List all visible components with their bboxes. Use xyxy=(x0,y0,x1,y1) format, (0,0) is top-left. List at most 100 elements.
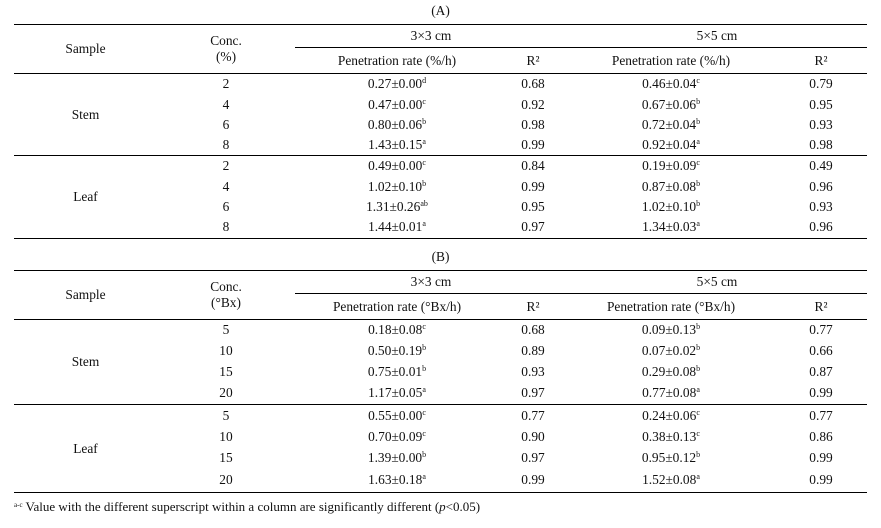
cell-rate: 1.17±0.05a xyxy=(368,385,426,401)
cell-rate: 1.02±0.10b xyxy=(367,178,427,194)
cell-conc: 2 xyxy=(157,73,295,95)
cell-rate: 0.80±0.06b xyxy=(367,116,427,132)
cell-r2: 0.77 xyxy=(499,404,567,427)
cell-r2: 0.68 xyxy=(499,73,567,95)
cell-conc: 15 xyxy=(219,450,233,465)
cell-rate: 0.95±0.12b xyxy=(641,450,701,465)
cell-conc: 5 xyxy=(157,319,295,341)
cell-r2: 0.68 xyxy=(499,319,567,341)
cell-rate: 0.38±0.13c xyxy=(642,429,700,444)
cell-rate: 0.47±0.00c xyxy=(368,96,426,112)
cell-conc: 15 xyxy=(219,364,233,379)
sample-leaf: Leaf xyxy=(14,155,157,239)
header-group-3x3: 3×3 cm xyxy=(295,24,567,48)
header-conc: Conc. (%) xyxy=(157,24,295,74)
table-b: Sample Conc. (°Bx) 3×3 cm 5×5 cm Penetra… xyxy=(14,270,867,493)
header-conc: Conc. (°Bx) xyxy=(157,270,295,320)
cell-r2: 0.96 xyxy=(775,216,867,239)
cell-rate: 1.39±0.00b xyxy=(367,450,427,465)
cell-conc: 2 xyxy=(157,155,295,177)
cell-r2: 0.79 xyxy=(775,73,867,95)
sample-stem: Stem xyxy=(14,319,157,405)
header-r2-5x5: R² xyxy=(814,52,828,68)
cell-r2: 0.77 xyxy=(775,319,867,341)
cell-rate: 0.75±0.01b xyxy=(367,364,427,379)
cell-r2: 0.84 xyxy=(499,155,567,177)
table-row: 6 0.80±0.06b 0.98 0.72±0.04b 0.93 xyxy=(14,115,867,135)
table-row: 10 0.70±0.09c 0.90 0.38±0.13c 0.86 xyxy=(14,427,867,448)
panel-b-label: (B) xyxy=(431,249,450,264)
table-row: 8 1.44±0.01a 0.97 1.34±0.03a 0.96 xyxy=(14,216,867,239)
sample-stem: Stem xyxy=(14,73,157,156)
table-row: 15 1.39±0.00b 0.97 0.95±0.12b 0.99 xyxy=(14,448,867,469)
cell-rate: 0.07±0.02b xyxy=(641,343,701,358)
cell-rate: 0.18±0.08c xyxy=(295,319,499,341)
cell-r2: 0.99 xyxy=(775,468,867,493)
cell-r2: 0.97 xyxy=(521,450,545,465)
table-row: 15 0.75±0.01b 0.93 0.29±0.08b 0.87 xyxy=(14,362,867,383)
cell-r2: 0.98 xyxy=(521,116,545,132)
header-rate-3x3: Penetration rate (%/h) xyxy=(337,52,457,68)
cell-rate: 0.29±0.08b xyxy=(641,364,701,379)
table-row: 10 0.50±0.19b 0.89 0.07±0.02b 0.66 xyxy=(14,341,867,362)
cell-r2: 0.99 xyxy=(521,136,545,152)
table-row: 8 1.43±0.15a 0.99 0.92±0.04a 0.98 xyxy=(14,135,867,156)
cell-conc: 20 xyxy=(157,468,295,493)
cell-r2: 0.98 xyxy=(809,136,833,152)
cell-rate: 0.67±0.06b xyxy=(641,96,701,112)
table-row: Stem 5 0.18±0.08c 0.68 0.09±0.13b 0.77 xyxy=(14,319,867,405)
cell-rate: 1.31±0.26ab xyxy=(366,198,428,214)
header-group-5x5: 5×5 cm xyxy=(567,24,867,48)
cell-r2: 0.86 xyxy=(809,429,833,444)
cell-rate: 0.46±0.04c xyxy=(567,73,775,95)
panel-a-label: (A) xyxy=(431,3,450,18)
header-r2-3x3: R² xyxy=(526,52,540,68)
table-a: Sample Conc. (%) 3×3 cm 5×5 cm Penetrati… xyxy=(14,24,867,239)
cell-r2: 0.95 xyxy=(521,198,545,214)
cell-conc: 10 xyxy=(219,429,233,444)
cell-rate: 1.52±0.08a xyxy=(567,468,775,493)
cell-r2: 0.99 xyxy=(809,450,833,465)
header-r2-5x5: R² xyxy=(814,298,828,314)
cell-conc: 6 xyxy=(222,198,230,214)
cell-rate: 0.49±0.00c xyxy=(295,155,499,177)
cell-conc: 4 xyxy=(222,178,230,194)
cell-r2: 0.96 xyxy=(809,178,833,194)
cell-r2: 0.99 xyxy=(499,468,567,493)
cell-rate: 0.27±0.00d xyxy=(295,73,499,95)
cell-r2: 0.89 xyxy=(521,343,545,358)
cell-r2: 0.66 xyxy=(809,343,833,358)
cell-rate: 1.44±0.01a xyxy=(295,216,499,239)
cell-rate: 0.19±0.09c xyxy=(567,155,775,177)
cell-conc: 8 xyxy=(222,136,230,152)
cell-r2: 0.77 xyxy=(775,404,867,427)
cell-rate: 0.92±0.04a xyxy=(642,136,700,152)
cell-r2: 0.97 xyxy=(499,216,567,239)
footnote: a-c Value with the different superscript… xyxy=(14,499,481,514)
cell-conc: 10 xyxy=(219,343,233,358)
cell-rate: 0.87±0.08b xyxy=(641,178,701,194)
cell-rate: 0.24±0.06c xyxy=(567,404,775,427)
cell-rate: 0.50±0.19b xyxy=(367,343,427,358)
header-group-3x3: 3×3 cm xyxy=(295,270,567,294)
cell-conc: 8 xyxy=(157,216,295,239)
cell-conc: 20 xyxy=(219,385,233,401)
table-row: Leaf 5 0.55±0.00c 0.77 0.24±0.06c 0.77 xyxy=(14,404,867,493)
table-row: 4 1.02±0.10b 0.99 0.87±0.08b 0.96 xyxy=(14,177,867,197)
cell-r2: 0.95 xyxy=(809,96,833,112)
cell-r2: 0.93 xyxy=(521,364,545,379)
cell-conc: 6 xyxy=(222,116,230,132)
cell-rate: 0.72±0.04b xyxy=(641,116,701,132)
table-row: 20 1.17±0.05a 0.97 0.77±0.08a 0.99 xyxy=(14,383,867,405)
header-rate-3x3: Penetration rate (°Bx/h) xyxy=(332,298,462,314)
cell-conc: 4 xyxy=(222,96,230,112)
cell-rate: 0.70±0.09c xyxy=(368,429,426,444)
header-sample: Sample xyxy=(14,270,157,320)
table-row: 20 1.63±0.18a 0.99 1.52±0.08a 0.99 xyxy=(14,468,867,493)
cell-r2: 0.87 xyxy=(809,364,833,379)
table-row: 6 1.31±0.26ab 0.95 1.02±0.10b 0.93 xyxy=(14,197,867,217)
cell-rate: 1.43±0.15a xyxy=(368,136,426,152)
cell-rate: 0.77±0.08a xyxy=(642,385,700,401)
cell-r2: 0.92 xyxy=(521,96,545,112)
cell-r2: 0.97 xyxy=(521,385,545,401)
